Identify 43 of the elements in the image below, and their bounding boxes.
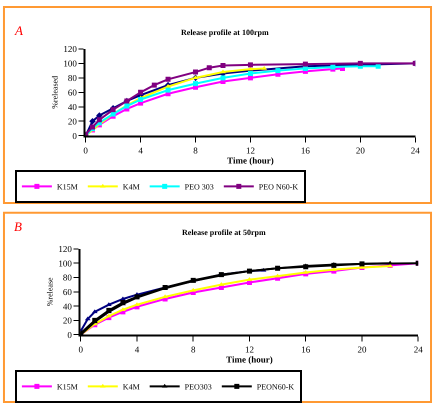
chart-title: Release profile at 100rpm [181,28,269,37]
x-tick-label: 16 [300,146,310,156]
y-tick-label: 100 [63,58,78,69]
x-tick-label: 20 [357,344,367,355]
x-tick-label: 16 [301,344,311,355]
x-tick-label: 12 [244,344,254,355]
y-tick-label: 120 [58,244,72,254]
y-tick-label: 0 [72,130,78,141]
y-tick-label: 120 [63,44,78,54]
y-tick-label: 20 [68,116,78,126]
text: A [14,23,23,38]
x-tick-label: 20 [356,146,366,156]
y-tick-label: 60 [68,87,78,98]
y-tick-label: 40 [68,102,78,112]
x-tick-label: 12 [246,146,255,156]
x-tick-label: 0 [83,146,88,156]
chart-title: Release profile at 50rpm [182,228,266,237]
legend-label: K15M [56,182,78,192]
x-tick-label: 4 [138,146,144,156]
y-tick-label: 100 [58,258,72,268]
x-axis-title: Time (hour) [227,156,274,166]
x-tick-label: 4 [134,344,140,355]
y-tick-label: 80 [68,72,78,83]
x-axis-title: Time (hour) [226,354,273,365]
y-tick-label: 80 [62,272,72,283]
y-tick-label: 40 [62,301,72,312]
x-tick-label: 24 [414,344,424,355]
text: B [14,219,22,234]
legend-label: PEO 303 [184,182,214,192]
x-tick-label: 8 [190,344,196,355]
legend-label: PEO303 [184,382,212,392]
legend-label: K15M [56,382,78,392]
y-axis-title: %released [50,76,60,109]
y-tick-label: 0 [67,330,72,340]
y-tick-label: 20 [62,316,72,326]
legend-label: PEON60-K [256,382,294,392]
legend-label: PEO N60-K [258,182,298,192]
legend-label: K4M [122,382,140,392]
y-axis-title: %release [46,276,55,306]
x-tick-label: 24 [410,146,420,156]
x-tick-label: 8 [193,146,198,156]
legend-label: K4M [122,182,140,192]
y-tick-label: 60 [62,286,72,297]
